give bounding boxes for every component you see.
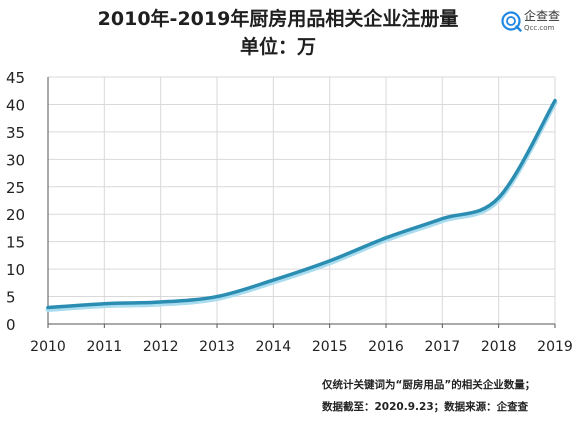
x-tick-label: 2016 [368, 339, 404, 355]
y-tick-label: 0 [6, 316, 16, 334]
series-line [46, 98, 557, 310]
y-tick-label: 5 [6, 289, 16, 307]
chart-subtitle: 单位：万 [239, 36, 316, 58]
brand-logo: 企查查 Qcc.com [500, 9, 578, 35]
x-tick-label: 2012 [143, 339, 179, 355]
axis-layer [47, 77, 556, 328]
y-tick-label: 35 [6, 124, 25, 142]
x-tick-label: 2014 [256, 339, 292, 355]
y-tick-label: 45 [6, 69, 25, 87]
label-layer: 0 5 10 15 20 25 30 35 40 45 2010 2011 2012 2013 2014 20… [6, 69, 573, 355]
series-layer [45, 98, 558, 313]
y-tick-label: 15 [6, 234, 25, 252]
x-tick-label: 2011 [87, 339, 123, 355]
y-tick-label: 30 [6, 151, 25, 169]
note-definition: 仅统计关键词为“厨房用品”的相关企业数量； [322, 379, 536, 391]
note-source: 数据截至：2020.9.23；数据来源：企查查 [322, 401, 529, 413]
y-tick-label: 40 [6, 96, 25, 114]
x-tick-label: 2010 [30, 339, 66, 355]
logo-name: 企查查 [524, 9, 561, 23]
y-tick-label: 10 [6, 261, 25, 279]
qcc-logo-icon [501, 11, 522, 32]
y-tick-label: 20 [6, 206, 25, 224]
x-tick-label: 2015 [312, 339, 348, 355]
x-tick-label: 2019 [537, 339, 573, 355]
grid-layer [47, 76, 556, 324]
x-tick-label: 2018 [481, 339, 517, 355]
x-tick-label: 2017 [425, 339, 461, 355]
logo-domain: Qcc.com [524, 24, 555, 32]
x-tick-label: 2013 [199, 339, 235, 355]
series-line-shadow [45, 100, 558, 313]
chart-title: 2010年-2019年厨房用品相关企业注册量 [97, 8, 459, 30]
y-tick-label: 25 [6, 179, 25, 197]
